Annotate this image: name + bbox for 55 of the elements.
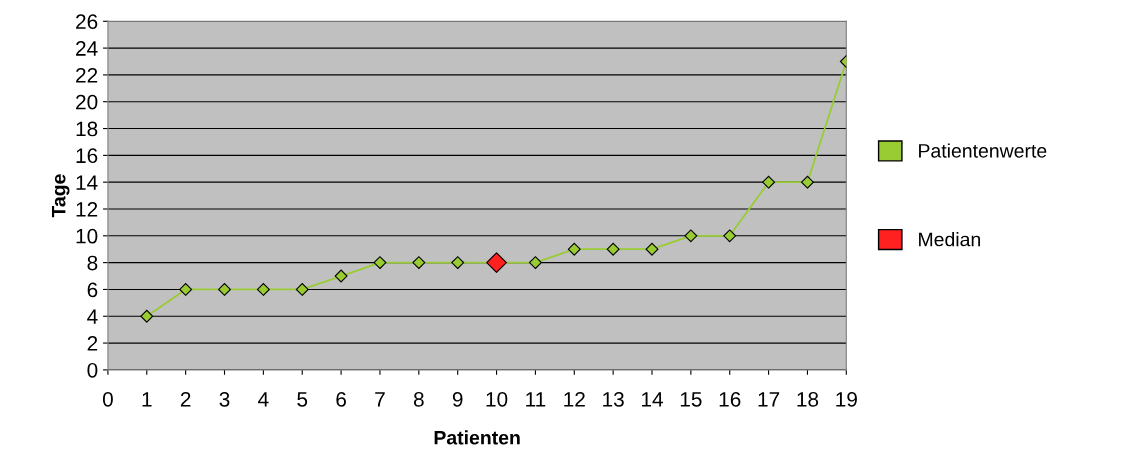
- x-tick-label: 5: [297, 392, 308, 407]
- point: [762, 175, 776, 189]
- y-tick-label: 6: [87, 282, 98, 298]
- y-tick-label: 14: [76, 175, 98, 190]
- y-tick-label: 26: [76, 14, 98, 30]
- x-tick-label: 2: [180, 391, 191, 407]
- point: [645, 242, 659, 256]
- x-tick-label: 14: [642, 392, 663, 407]
- x-tick-label: 10: [486, 391, 508, 407]
- y-tick-label: 12: [76, 201, 98, 217]
- point: [373, 256, 387, 270]
- x-tick-label: 16: [719, 391, 741, 407]
- x-tick-label: 7: [375, 392, 385, 407]
- x-tick-label: 13: [603, 391, 624, 407]
- point: [412, 256, 426, 270]
- x-axis-title: Patienten: [434, 430, 520, 445]
- point: [528, 256, 542, 270]
- legend-label: Patientenwerte: [919, 143, 1047, 158]
- point: [140, 309, 154, 323]
- x-tick-label: 0: [102, 391, 113, 407]
- x-tick-label: 18: [797, 391, 819, 407]
- x-tick-label: 3: [219, 391, 230, 407]
- y-tick-label: 18: [76, 121, 98, 137]
- x-tick-label: 11: [526, 392, 546, 407]
- point: [179, 282, 193, 296]
- x-tick-label: 1: [142, 392, 152, 407]
- point: [606, 242, 620, 256]
- y-tick-label: 0: [87, 362, 98, 378]
- point: [256, 282, 270, 296]
- point: [295, 282, 309, 296]
- y-tick-label: 10: [76, 228, 98, 244]
- point: [723, 229, 737, 243]
- point: [218, 282, 231, 296]
- x-tick-label: 17: [758, 392, 780, 407]
- point: [684, 229, 698, 243]
- point: [801, 175, 814, 189]
- y-tick-label: 24: [76, 41, 98, 56]
- point: [451, 256, 465, 270]
- y-tick-label: 20: [76, 94, 98, 110]
- y-tick-label: 4: [87, 309, 98, 324]
- x-tick-label: 4: [258, 392, 269, 407]
- y-axis-title: Tage: [51, 174, 70, 218]
- x-tick-label: 12: [564, 391, 585, 407]
- x-tick-label: 9: [452, 391, 463, 407]
- x-tick-label: 8: [413, 391, 424, 407]
- legend-label: Median: [919, 232, 980, 247]
- x-tick-label: 6: [336, 391, 346, 407]
- x-tick-label: 15: [680, 392, 702, 407]
- y-tick-label: 2: [87, 336, 98, 351]
- x-tick-label: 19: [836, 391, 857, 407]
- y-tick-label: 22: [76, 67, 98, 83]
- y-tick-label: 16: [76, 148, 98, 164]
- point: [567, 242, 581, 256]
- point: [334, 269, 348, 283]
- y-tick-label: 8: [87, 255, 98, 271]
